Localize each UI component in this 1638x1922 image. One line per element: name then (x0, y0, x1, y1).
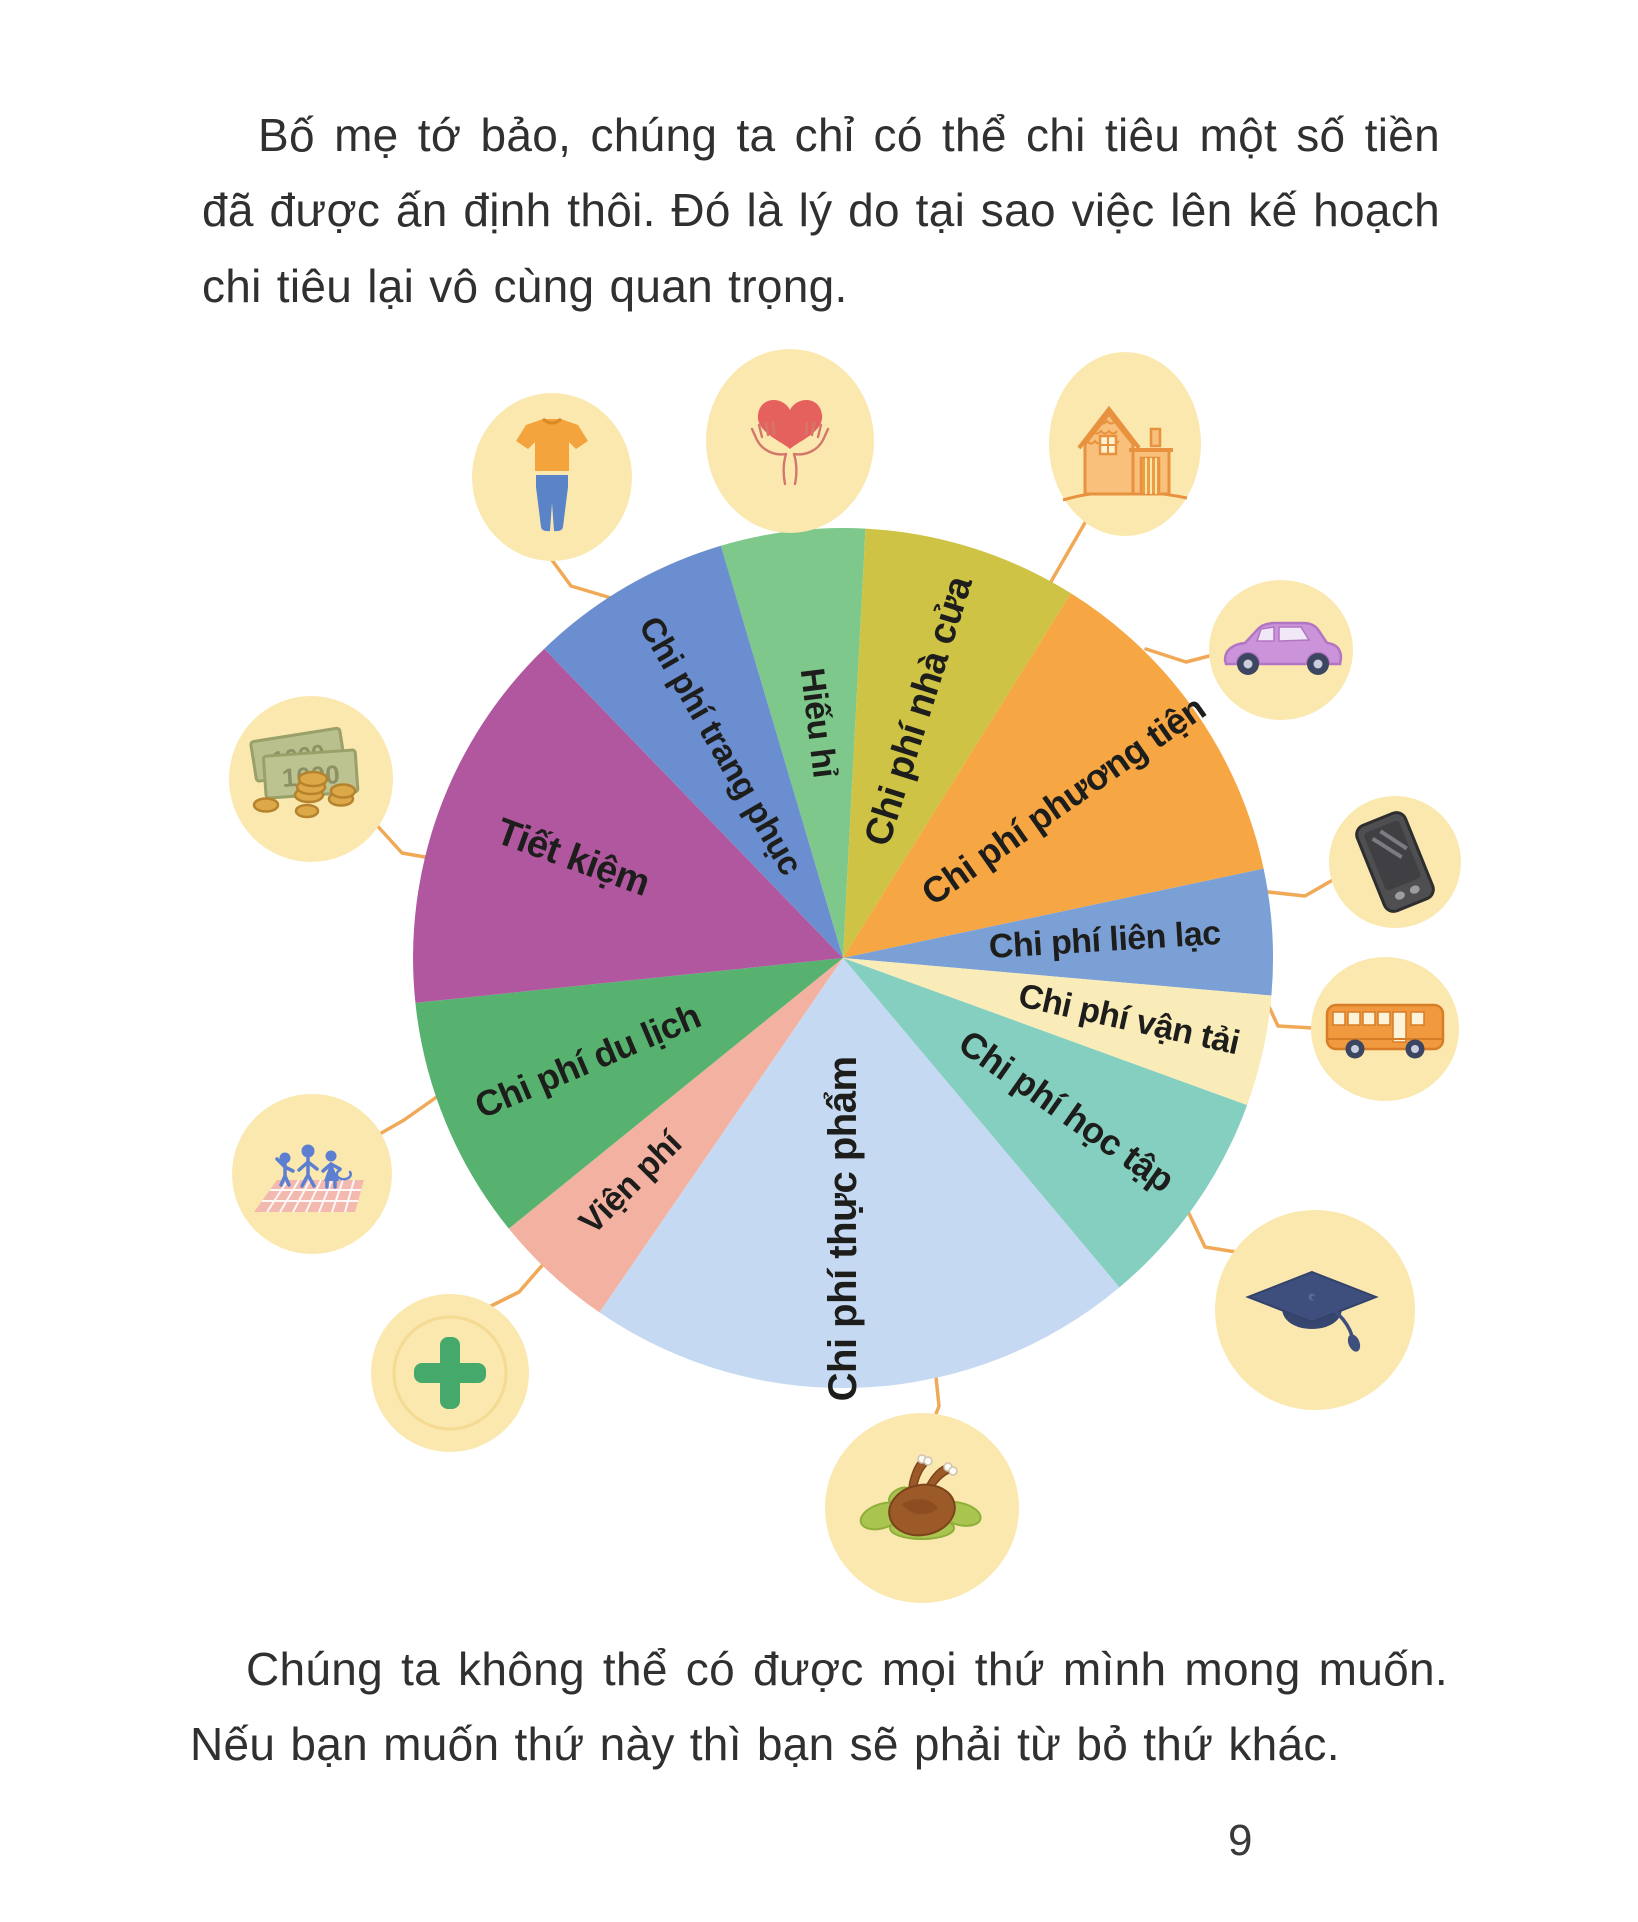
connector-line (1144, 647, 1215, 664)
pie-slice-label-6: Chi phí thực phẩm (821, 1056, 865, 1401)
connector-line (369, 1092, 443, 1141)
heart-hands-icon (750, 400, 830, 486)
icon-bubbles: 1000 1000 (229, 349, 1461, 1603)
pie-slice-4 (843, 958, 1272, 1106)
pie-slice-9 (413, 648, 843, 1003)
outro-paragraph: Chúng ta không thể có được mọi thứ mình … (190, 1643, 1448, 1771)
bubble-circle (232, 1094, 392, 1254)
phone-icon (1355, 811, 1435, 913)
pie-slice-3 (843, 868, 1274, 996)
money-icon: 1000 1000 (249, 726, 360, 819)
pie-slice-7 (508, 958, 843, 1313)
graduation-cap-bubble (1215, 1210, 1415, 1410)
bus-bubble (1311, 957, 1459, 1101)
clothing-icon (516, 417, 588, 532)
clothing-bubble (472, 393, 632, 561)
heart-hands-bubble (706, 349, 874, 533)
house-bubble (1049, 352, 1201, 536)
bus-icon (1325, 1003, 1445, 1059)
money-bubble: 1000 1000 (229, 696, 393, 862)
family-picnic-icon (254, 1144, 364, 1213)
connector-line (489, 1259, 548, 1308)
pie-slice-1 (843, 528, 1071, 958)
intro-paragraph: Bố mẹ tớ bảo, chúng ta chỉ có thể chi ti… (202, 109, 1440, 312)
page-number: 9 (1228, 1816, 1253, 1865)
pie-slice-6 (599, 958, 1120, 1389)
phone-bubble (1329, 796, 1461, 928)
pie-slice-8 (415, 958, 843, 1229)
car-icon (1223, 621, 1343, 675)
house-icon (1062, 405, 1188, 502)
graduation-cap-icon (1245, 1270, 1379, 1352)
medical-plus-bubble (371, 1294, 529, 1452)
connector-line (1257, 879, 1333, 898)
pie-slice-10 (544, 545, 843, 958)
roast-chicken-icon (859, 1454, 982, 1540)
inner-ring (392, 1315, 508, 1431)
car-bubble (1209, 580, 1353, 720)
roast-chicken-bubble (825, 1413, 1019, 1603)
family-picnic-bubble (232, 1094, 392, 1254)
pie-chart (413, 528, 1274, 1389)
pie-slice-2 (843, 593, 1264, 958)
pie-slice-0 (720, 528, 866, 958)
medical-plus-icon (414, 1337, 486, 1409)
pie-slice-5 (843, 958, 1248, 1288)
connector-line (1180, 1197, 1238, 1254)
